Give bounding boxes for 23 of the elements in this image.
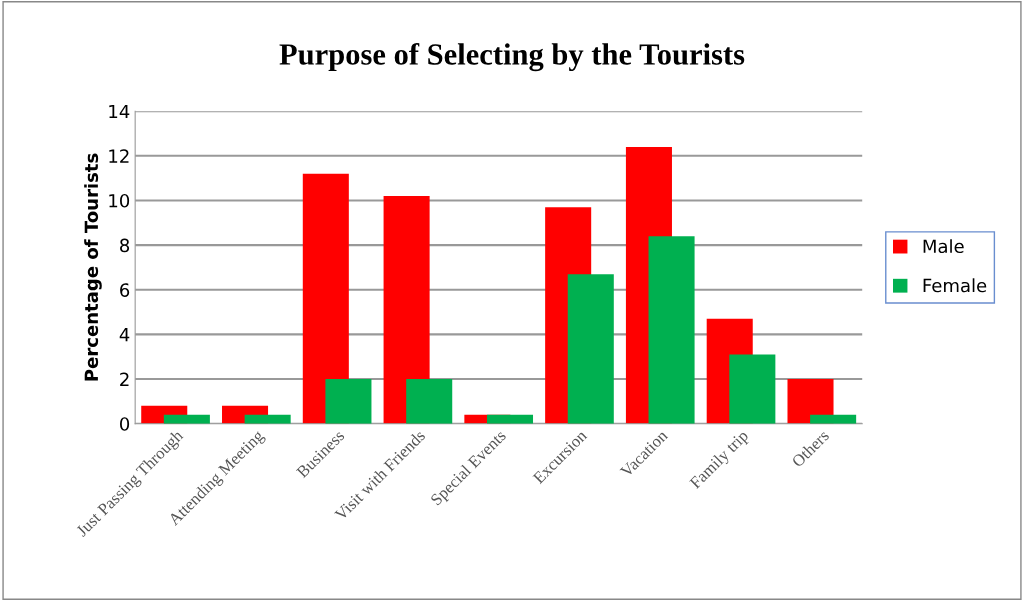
y-tick-label: 14 (109, 104, 130, 119)
legend-label: Female (923, 278, 987, 293)
bar (787, 379, 834, 424)
y-tick-label: 4 (119, 328, 130, 342)
y-tick-label: 8 (120, 238, 130, 253)
y-axis-title: Percentage of Tourists (84, 153, 102, 381)
bar (648, 236, 695, 424)
y-tick-label: 6 (120, 283, 130, 297)
legend-label: Male (923, 239, 964, 254)
y-tick-label: 2 (120, 372, 129, 386)
bar (810, 414, 857, 424)
bar (406, 379, 453, 424)
y-tick-label: 10 (109, 193, 130, 208)
bar (486, 414, 534, 424)
bar (567, 274, 614, 424)
bar (302, 173, 349, 424)
bar (325, 379, 372, 424)
bar (163, 414, 210, 424)
y-tick-label: 12 (109, 149, 129, 163)
y-tick-label: 0 (120, 417, 130, 431)
bar (244, 414, 291, 424)
chart-title: Purpose of Selecting by the Tourists (279, 42, 745, 72)
bar (729, 354, 776, 424)
